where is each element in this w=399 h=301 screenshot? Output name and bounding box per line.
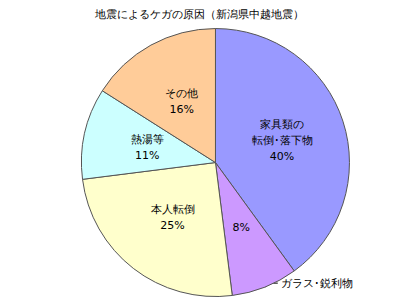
svg-text:ガラス･鋭利物: ガラス･鋭利物	[281, 277, 353, 290]
svg-text:25%: 25%	[160, 219, 184, 232]
svg-text:転倒･落下物: 転倒･落下物	[252, 134, 313, 147]
svg-text:その他: その他	[165, 87, 198, 100]
svg-text:家具類の: 家具類の	[260, 118, 304, 131]
svg-text:8%: 8%	[233, 221, 250, 234]
svg-text:地震によるケガの原因（新潟県中越地震）: 地震によるケガの原因（新潟県中越地震）	[94, 8, 304, 21]
svg-text:16%: 16%	[170, 103, 194, 116]
svg-text:熱湯等: 熱湯等	[131, 133, 164, 146]
svg-text:11%: 11%	[135, 149, 159, 162]
svg-text:本人転倒: 本人転倒	[151, 203, 195, 216]
svg-text:40%: 40%	[270, 150, 294, 163]
